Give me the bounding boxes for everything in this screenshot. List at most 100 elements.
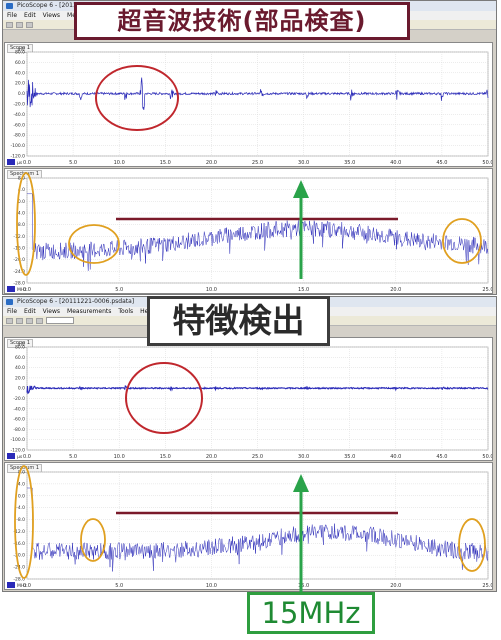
y-tick-label: -20.0 (13, 396, 25, 402)
x-tick-label: 5.0 (115, 287, 123, 293)
y-tick-label: -28.0 (13, 281, 25, 287)
x-tick-label: 20.0 (390, 583, 401, 589)
window-title: PicoScope 6 - [20111221-0006.psdata] (17, 298, 135, 305)
y-tick-label: -16.0 (13, 541, 25, 547)
x-tick-label: 20.0 (206, 454, 217, 460)
spectrum-plot[interactable]: 0.0 5.0 10.0 15.0 20.0 25.0 8.0 4.0 0.0 -4.0 -8.0 -… (5, 169, 493, 294)
y-tick-label: -80.0 (13, 427, 25, 433)
scope-panel-label[interactable]: Scope 1 (7, 339, 34, 348)
save-icon[interactable] (16, 21, 23, 28)
y-tick-label: -60.0 (13, 417, 25, 423)
y-tick-label: -20.0 (13, 102, 25, 108)
x-tick-label: 10.0 (206, 583, 217, 589)
frequency-label: 15MHz (247, 592, 375, 634)
y-tick-label: 20.0 (15, 81, 25, 87)
x-unit-label: μs (17, 161, 23, 166)
print-icon[interactable] (26, 317, 33, 324)
channel-select[interactable] (46, 317, 74, 324)
x-unit-label: MHz (17, 583, 27, 589)
x-tick-label: 0.0 (23, 160, 31, 166)
y-tick-label: 0.0 (18, 91, 25, 97)
y-tick-label: -4.0 (16, 211, 25, 217)
y-tick-label: 40.0 (15, 365, 25, 371)
menu-item-edit[interactable]: Edit (24, 308, 36, 315)
scope-panel-label[interactable]: Scope 1 (7, 44, 34, 53)
y-tick-label: 0.0 (18, 493, 25, 499)
y-tick-label: -20.0 (13, 553, 25, 559)
y-tick-label: -40.0 (13, 112, 25, 118)
settings-icon[interactable] (36, 317, 43, 324)
y-tick-label: -24.0 (13, 269, 25, 275)
x-tick-label: 15.0 (160, 160, 171, 166)
y-tick-label: -100.0 (10, 143, 25, 149)
menu-item-tools[interactable]: Tools (118, 308, 134, 315)
y-tick-label: 40.0 (15, 70, 25, 76)
x-tick-label: 50.0 (482, 160, 493, 166)
x-tick-label: 5.0 (115, 583, 123, 589)
y-tick-label: -4.0 (16, 505, 25, 511)
x-tick-label: 10.0 (114, 454, 125, 460)
print-icon[interactable] (26, 21, 33, 28)
x-tick-label: 10.0 (114, 160, 125, 166)
y-tick-label: 80.0 (15, 345, 25, 351)
spectrum-panel-top: Spectrum 1 0.0 5.0 10.0 15.0 20.0 25.0 8.0 4.0 0… (4, 168, 493, 294)
x-tick-label: 5.0 (69, 160, 77, 166)
y-tick-label: -80.0 (13, 133, 25, 139)
x-tick-label: 15.0 (298, 583, 309, 589)
x-tick-label: 20.0 (206, 160, 217, 166)
open-icon[interactable] (6, 21, 13, 28)
menu-item-file[interactable]: File (7, 12, 18, 19)
y-tick-label: 20.0 (15, 375, 25, 381)
scope-panel-top: Scope 1 0.0 5.0 10.0 15.0 20.0 25.0 30.0 35.0 40… (4, 42, 493, 167)
y-tick-label: -28.0 (13, 577, 25, 583)
x-tick-label: 35.0 (344, 160, 355, 166)
feature-detection-label: 特徴検出 (147, 296, 330, 346)
y-tick-label: -24.0 (13, 565, 25, 571)
x-unit-label: MHz (17, 287, 27, 293)
y-tick-label: -120.0 (10, 448, 25, 454)
app-icon (6, 299, 13, 305)
channel-marker (7, 582, 15, 588)
x-tick-label: 15.0 (298, 287, 309, 293)
y-tick-label: -12.0 (13, 234, 25, 240)
y-tick-label: 8.0 (18, 470, 25, 476)
x-tick-label: 45.0 (436, 454, 447, 460)
channel-marker (7, 286, 15, 292)
y-tick-label: 4.0 (18, 187, 25, 193)
open-icon[interactable] (6, 317, 13, 324)
x-tick-label: 30.0 (298, 160, 309, 166)
x-tick-label: 15.0 (160, 454, 171, 460)
x-tick-label: 45.0 (436, 160, 447, 166)
y-tick-label: -100.0 (10, 437, 25, 443)
x-tick-label: 0.0 (23, 583, 31, 589)
y-tick-label: -40.0 (13, 406, 25, 412)
scope-plot[interactable]: 0.0 5.0 10.0 15.0 20.0 25.0 30.0 35.0 40.0 45.0 50… (5, 43, 493, 167)
spectrum-plot[interactable]: 0.0 5.0 10.0 15.0 20.0 25.0 8.0 4.0 0.0 -4.0 -8.0 -… (5, 463, 493, 590)
x-tick-label: 0.0 (23, 454, 31, 460)
save-icon[interactable] (16, 317, 23, 324)
y-tick-label: -60.0 (13, 122, 25, 128)
menu-item-views[interactable]: Views (42, 12, 61, 19)
x-tick-label: 5.0 (69, 454, 77, 460)
y-tick-label: -12.0 (13, 529, 25, 535)
menu-item-views[interactable]: Views (42, 308, 61, 315)
x-tick-label: 10.0 (206, 287, 217, 293)
channel-marker (7, 453, 15, 459)
y-tick-label: 4.0 (18, 481, 25, 487)
y-tick-label: 0.0 (18, 386, 25, 392)
menu-item-edit[interactable]: Edit (24, 12, 36, 19)
y-unit-label: mV (18, 342, 26, 348)
x-tick-label: 25.0 (482, 583, 493, 589)
y-tick-label: -8.0 (16, 222, 25, 228)
y-tick-label: 60.0 (15, 355, 25, 361)
y-tick-label: -120.0 (10, 154, 25, 160)
scope-plot[interactable]: 0.0 5.0 10.0 15.0 20.0 25.0 30.0 35.0 40.0 45.0 50… (5, 338, 493, 461)
window-title: PicoScope 6 - [20111221- (17, 2, 95, 9)
menu-item-measurements[interactable]: Measurements (67, 308, 112, 315)
y-tick-label: -20.0 (13, 257, 25, 263)
x-unit-label: μs (17, 455, 23, 460)
y-tick-label: -16.0 (13, 246, 25, 252)
spectrum-panel-bottom: Spectrum 1 0.0 5.0 10.0 15.0 20.0 25.0 8.0 4.0 0… (4, 462, 493, 590)
x-tick-label: 50.0 (482, 454, 493, 460)
menu-item-file[interactable]: File (7, 308, 18, 315)
